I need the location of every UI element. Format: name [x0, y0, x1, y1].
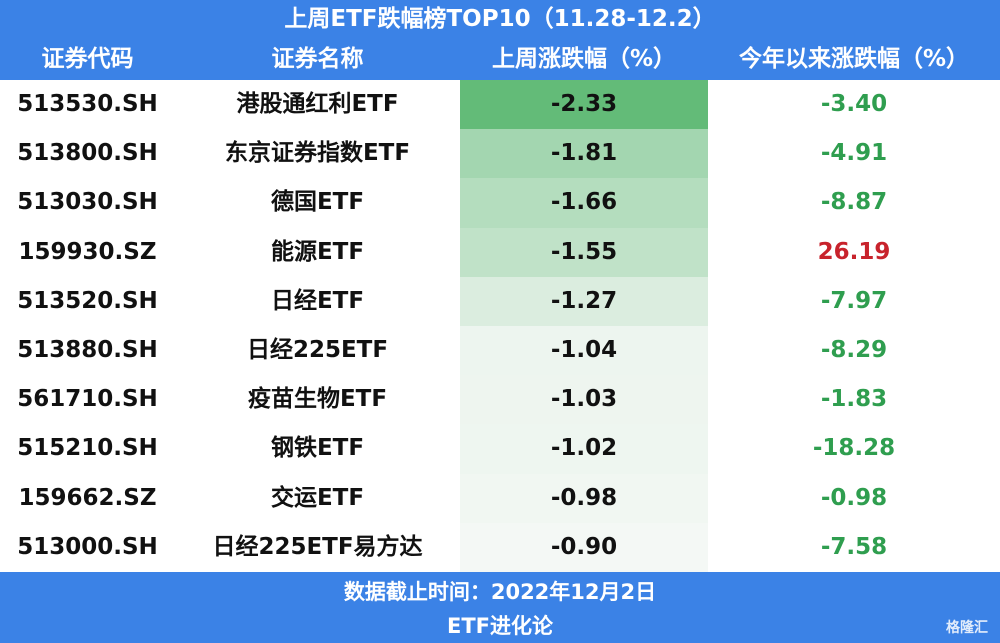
name: 能源ETF [270, 238, 365, 265]
weekly-change: -1.04 [460, 326, 708, 376]
name: 日经225ETF易方达 [212, 533, 423, 560]
name: 日经ETF [270, 287, 365, 314]
footer-source: ETF进化论 [446, 614, 553, 638]
code: 513030.SH [17, 189, 158, 216]
watermark: 格隆汇 [946, 620, 988, 636]
column-header: 上周涨跌幅（%） [491, 46, 677, 72]
code: 515210.SH [17, 435, 158, 462]
ytd-change: -7.58 [820, 533, 888, 560]
code: 513530.SH [17, 91, 158, 117]
weekly-change: -2.33 [460, 80, 708, 130]
code: 513520.SH [17, 287, 158, 314]
code: 513880.SH [17, 337, 158, 363]
header-row: 证券代码 证券名称 上周涨跌幅（%） 今年以来涨跌幅（%） [0, 38, 1000, 80]
weekly-change: -1.03 [460, 375, 708, 425]
ytd-change: -1.83 [820, 386, 888, 413]
ytd-change: -0.98 [820, 484, 888, 511]
ytd-change: -4.91 [820, 140, 888, 167]
ytd-change: -8.29 [820, 337, 888, 363]
ytd-change: -18.28 [812, 435, 896, 462]
weekly-change: -1.81 [460, 129, 708, 179]
name: 钢铁ETF [270, 435, 365, 462]
ytd-change: -8.87 [820, 189, 888, 216]
code: 561710.SH [17, 386, 158, 413]
name: 德国ETF [270, 189, 365, 216]
column-header: 今年以来涨跌幅（%） [738, 46, 970, 72]
code: 159930.SZ [18, 238, 157, 265]
weekly-change: -1.02 [460, 424, 708, 474]
code: 159662.SZ [18, 484, 157, 511]
ytd-change: 26.19 [817, 238, 891, 265]
column-header: 证券名称 [271, 46, 364, 72]
name: 疫苗生物ETF [247, 386, 388, 413]
name: 东京证券指数ETF [224, 140, 411, 167]
weekly-change: -0.90 [460, 522, 708, 572]
footer-note: 数据截止时间：2022年12月2日 [343, 580, 657, 604]
name: 交运ETF [270, 484, 365, 511]
footer: 数据截止时间：2022年12月2日 ETF进化论 格隆汇 [0, 572, 1000, 643]
ytd-change: -3.40 [820, 91, 888, 117]
column-header: 证券代码 [41, 46, 134, 72]
code: 513000.SH [17, 533, 158, 560]
code: 513800.SH [17, 140, 158, 167]
weekly-change: -0.98 [460, 473, 708, 523]
weekly-change: -1.55 [460, 227, 708, 277]
weekly-change: -1.66 [460, 178, 708, 228]
weekly-change: -1.27 [460, 276, 708, 326]
name: 日经225ETF [246, 337, 389, 363]
name: 港股通红利ETF [236, 91, 399, 117]
title: 上周ETF跌幅榜TOP10（11.28-12.2） [0, 0, 1000, 38]
ytd-change: -7.97 [820, 287, 888, 314]
